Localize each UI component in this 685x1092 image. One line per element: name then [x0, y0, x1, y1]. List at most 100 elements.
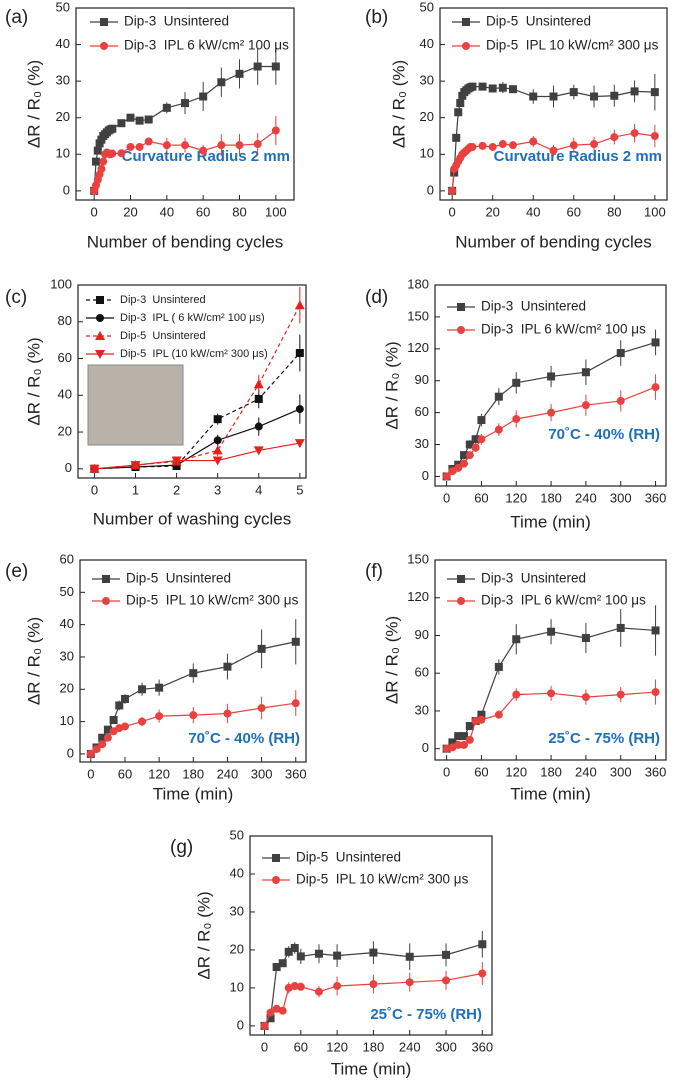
marker	[266, 1014, 275, 1023]
y-tick-label: 40	[230, 865, 244, 880]
marker	[266, 1008, 275, 1017]
marker	[630, 87, 639, 96]
legend-label: Dip-5 IPL 10 kW/cm² 300 μs	[486, 38, 659, 53]
marker	[189, 669, 198, 678]
x-tick-label: 300	[435, 1039, 457, 1054]
panel: 0 20 40 60 80 100 0 10 20 30 40 50 Number of bending…	[5, 0, 295, 251]
y-tick-label: 10	[56, 146, 70, 161]
marker	[512, 690, 521, 699]
y-tick-label: 0	[67, 745, 74, 760]
marker	[162, 141, 171, 150]
x-axis-label: Time (min)	[153, 784, 234, 803]
panel-label: (c)	[5, 287, 27, 308]
x-tick-label: 20	[485, 204, 499, 219]
marker	[284, 983, 293, 992]
y-tick-label: 50	[230, 827, 244, 842]
x-tick-label: 2	[173, 482, 180, 497]
y-axis-label: ΔR / R₀ (%)	[194, 891, 213, 979]
y-tick-label: 90	[415, 372, 429, 387]
marker	[296, 952, 305, 961]
panel-label: (b)	[365, 7, 388, 28]
marker	[581, 368, 590, 377]
legend-label: Dip-5 IPL (10 kW/cm² 300 μs)	[120, 348, 268, 360]
marker	[294, 300, 305, 310]
legend-label: Dip-3 Unsintered	[120, 294, 206, 306]
marker	[253, 62, 262, 71]
y-axis-label: ΔR / R₀ (%)	[382, 616, 401, 704]
marker	[291, 637, 300, 646]
legend-marker	[100, 18, 108, 26]
x-tick-label: 240	[575, 764, 597, 779]
y-tick-label: 150	[407, 308, 429, 323]
plot-frame	[434, 559, 667, 761]
marker	[103, 733, 112, 742]
marker	[212, 445, 223, 455]
panel: 0 1 2 3 4 5 0 20 40 60 80 100 Number of washing cycl…	[5, 276, 307, 528]
marker	[549, 146, 558, 155]
marker	[278, 1006, 287, 1015]
legend-marker	[102, 597, 110, 605]
x-tick-label: 300	[251, 766, 273, 781]
x-tick-label: 1	[132, 482, 139, 497]
marker	[569, 88, 578, 97]
marker	[189, 711, 198, 720]
x-tick-label: 360	[471, 1039, 493, 1054]
y-tick-label: 20	[420, 109, 434, 124]
marker	[271, 126, 280, 135]
marker	[498, 140, 507, 149]
marker	[465, 440, 474, 449]
y-axis-label: ΔR / R₀ (%)	[24, 617, 43, 705]
marker	[253, 140, 262, 149]
marker	[529, 92, 538, 101]
legend-marker	[457, 597, 465, 605]
annotation: Curvature Radius 2 mm	[494, 148, 662, 165]
marker	[477, 715, 486, 724]
y-tick-label: 20	[60, 681, 74, 696]
marker	[295, 349, 304, 358]
panel-label: (a)	[5, 7, 28, 28]
marker	[91, 157, 100, 166]
marker	[103, 725, 112, 734]
series-line	[94, 352, 301, 470]
x-tick-label: 0	[443, 490, 450, 505]
x-tick-label: 40	[160, 204, 174, 219]
marker	[494, 710, 503, 719]
legend-marker	[457, 303, 465, 311]
marker	[108, 149, 117, 158]
marker	[581, 693, 590, 702]
marker	[294, 439, 305, 449]
legend-label: Dip-3 IPL ( 6 kW/cm² 100 μs)	[120, 312, 265, 324]
y-tick-label: 0	[63, 182, 70, 197]
y-tick-label: 20	[230, 941, 244, 956]
marker	[590, 92, 599, 101]
panel-label: (g)	[170, 837, 193, 858]
marker	[199, 146, 208, 155]
y-tick-label: 30	[60, 648, 74, 663]
marker	[86, 749, 95, 758]
marker	[144, 137, 153, 146]
x-tick-label: 60	[474, 764, 488, 779]
marker	[235, 69, 244, 78]
marker	[512, 415, 521, 423]
x-tick-label: 240	[575, 490, 597, 505]
series-line	[93, 65, 276, 191]
marker	[405, 978, 414, 987]
x-tick-label: 4	[255, 482, 262, 497]
legend-marker	[96, 314, 104, 322]
marker	[155, 712, 164, 721]
x-tick-label: 60	[294, 1039, 308, 1054]
marker	[253, 379, 264, 389]
x-tick-label: 60	[567, 204, 581, 219]
marker	[97, 164, 106, 173]
marker	[569, 141, 578, 150]
y-tick-label: 100	[50, 276, 72, 291]
y-tick-label: 90	[415, 627, 429, 642]
marker	[477, 710, 486, 719]
y-tick-label: 30	[56, 73, 70, 88]
x-tick-label: 40	[526, 204, 540, 219]
marker	[442, 472, 451, 481]
marker	[99, 157, 108, 166]
marker	[478, 969, 487, 978]
marker	[494, 392, 503, 401]
